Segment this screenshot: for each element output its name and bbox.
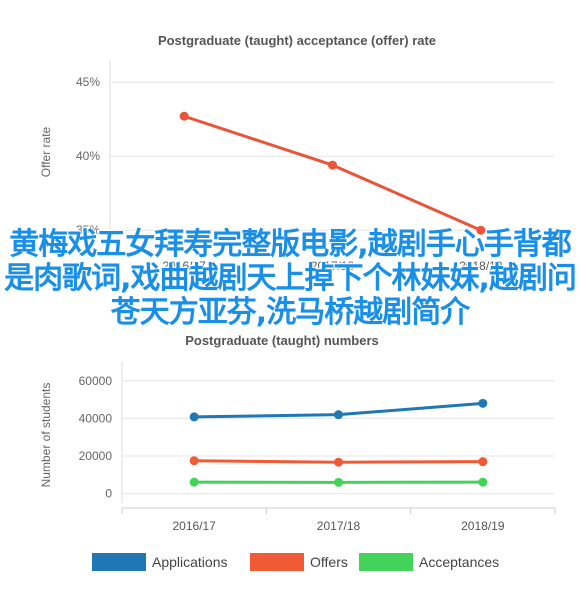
chart-title: Postgraduate (taught) numbers bbox=[185, 333, 379, 348]
chart-title: Postgraduate (taught) acceptance (offer)… bbox=[158, 33, 436, 48]
data-point bbox=[189, 456, 199, 466]
legend-label: Offers bbox=[310, 554, 348, 570]
gridlines bbox=[121, 362, 556, 514]
data-point bbox=[189, 412, 199, 422]
x-tick-label: 2017/18 bbox=[311, 259, 355, 273]
x-tick-label: 2018/19 bbox=[461, 519, 505, 533]
y-tick-label: 45% bbox=[76, 75, 100, 89]
y-axis-label: Offer rate bbox=[39, 126, 53, 177]
x-tick-label: 2016/17 bbox=[162, 259, 206, 273]
x-tick-labels: 2016/17 2017/18 2018/19 bbox=[162, 259, 502, 273]
y-tick-label: 20000 bbox=[79, 449, 113, 463]
y-tick-labels: 0 20000 40000 60000 bbox=[79, 374, 113, 501]
legend-swatch bbox=[92, 553, 146, 571]
x-tick-label: 2016/17 bbox=[172, 519, 216, 533]
data-point bbox=[179, 111, 189, 121]
legend-label: Applications bbox=[152, 554, 228, 570]
y-tick-label: 35% bbox=[76, 223, 100, 237]
series-layer bbox=[189, 398, 488, 487]
y-tick-labels: 35% 40% 45% bbox=[76, 75, 100, 237]
legend: Applications Offers Acceptances bbox=[92, 553, 499, 571]
data-point bbox=[328, 160, 337, 170]
series-layer bbox=[179, 111, 486, 235]
student-numbers-chart: Postgraduate (taught) numbers Number of … bbox=[39, 333, 556, 571]
series-line-rate bbox=[183, 114, 482, 232]
data-point bbox=[189, 477, 199, 487]
legend-swatch bbox=[250, 553, 304, 571]
legend-swatch bbox=[359, 553, 413, 571]
y-tick-label: 40000 bbox=[79, 411, 113, 425]
data-point bbox=[334, 410, 343, 420]
data-point bbox=[478, 457, 488, 467]
gridlines bbox=[109, 60, 555, 245]
data-point bbox=[334, 457, 343, 467]
y-tick-label: 40% bbox=[76, 149, 100, 163]
x-tick-label: 2017/18 bbox=[317, 519, 361, 533]
data-point bbox=[476, 225, 486, 235]
data-point bbox=[478, 398, 488, 408]
data-point bbox=[478, 477, 488, 487]
x-tick-labels: 2016/17 2017/18 2018/19 bbox=[172, 519, 504, 533]
data-point bbox=[334, 477, 343, 487]
x-tick-label: 2018/19 bbox=[459, 259, 503, 273]
y-tick-label: 60000 bbox=[79, 374, 113, 388]
y-axis-label: Number of students bbox=[39, 383, 53, 488]
offer-rate-chart: Postgraduate (taught) acceptance (offer)… bbox=[39, 33, 555, 273]
y-tick-label: 0 bbox=[105, 487, 112, 501]
legend-label: Acceptances bbox=[419, 554, 499, 570]
